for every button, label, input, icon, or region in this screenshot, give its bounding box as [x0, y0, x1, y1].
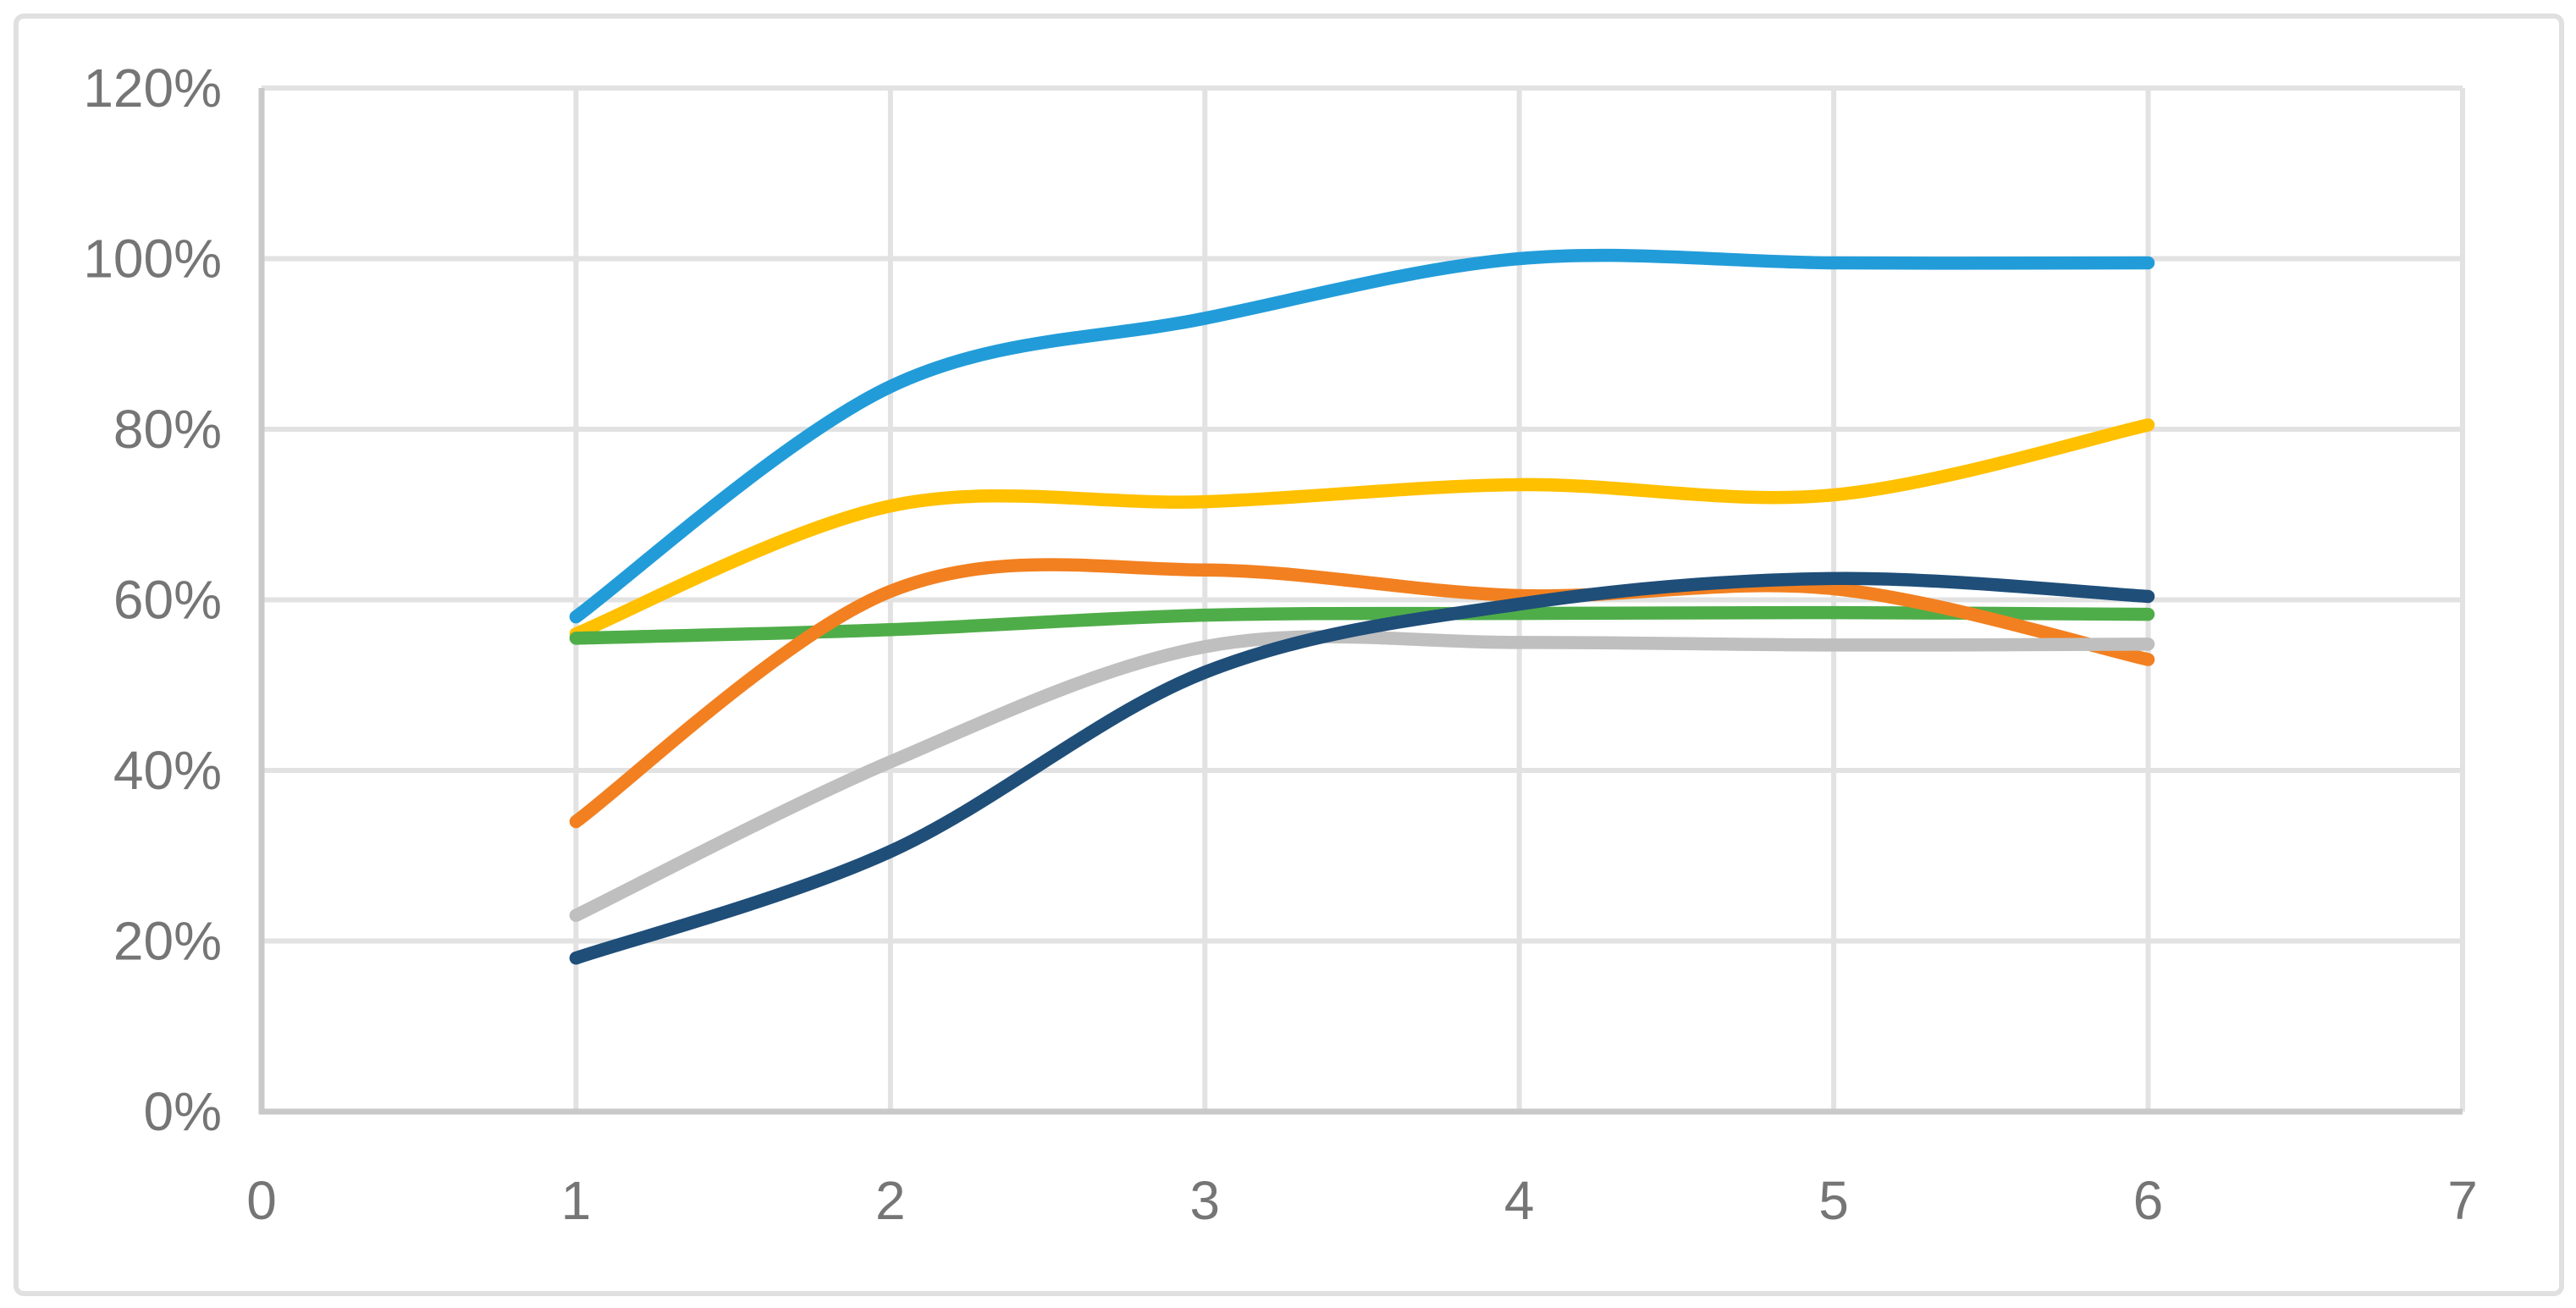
x-tick-label: 0 [246, 1170, 277, 1231]
y-tick-label: 0% [144, 1081, 223, 1142]
x-tick-label: 4 [1504, 1170, 1535, 1231]
gold-series [569, 418, 2155, 641]
axis-lines [258, 88, 2463, 1115]
orange-series [569, 558, 2155, 829]
y-axis-labels: 0% 20% 40% 60% 80% 100% 120% [83, 58, 222, 1142]
x-tick-label: 6 [2133, 1170, 2164, 1231]
series-curves [569, 248, 2155, 965]
y-tick-label: 40% [113, 740, 222, 801]
light-blue-series [569, 248, 2155, 624]
gray-series [569, 630, 2155, 923]
x-tick-label: 3 [1189, 1170, 1220, 1231]
x-tick-label: 5 [1818, 1170, 1849, 1231]
x-tick-label: 2 [875, 1170, 906, 1231]
dark-navy-series [569, 571, 2155, 965]
y-tick-label: 20% [113, 911, 222, 972]
x-tick-label: 7 [2447, 1170, 2478, 1231]
y-tick-label: 120% [83, 58, 222, 119]
y-tick-label: 80% [113, 399, 222, 460]
y-tick-label: 100% [83, 229, 222, 290]
x-tick-label: 1 [561, 1170, 592, 1231]
x-axis-labels: 0 1 2 3 4 5 6 7 [246, 1170, 2478, 1231]
green-series [569, 605, 2155, 645]
y-tick-label: 60% [113, 570, 222, 631]
chart-frame-border [14, 14, 2564, 1296]
